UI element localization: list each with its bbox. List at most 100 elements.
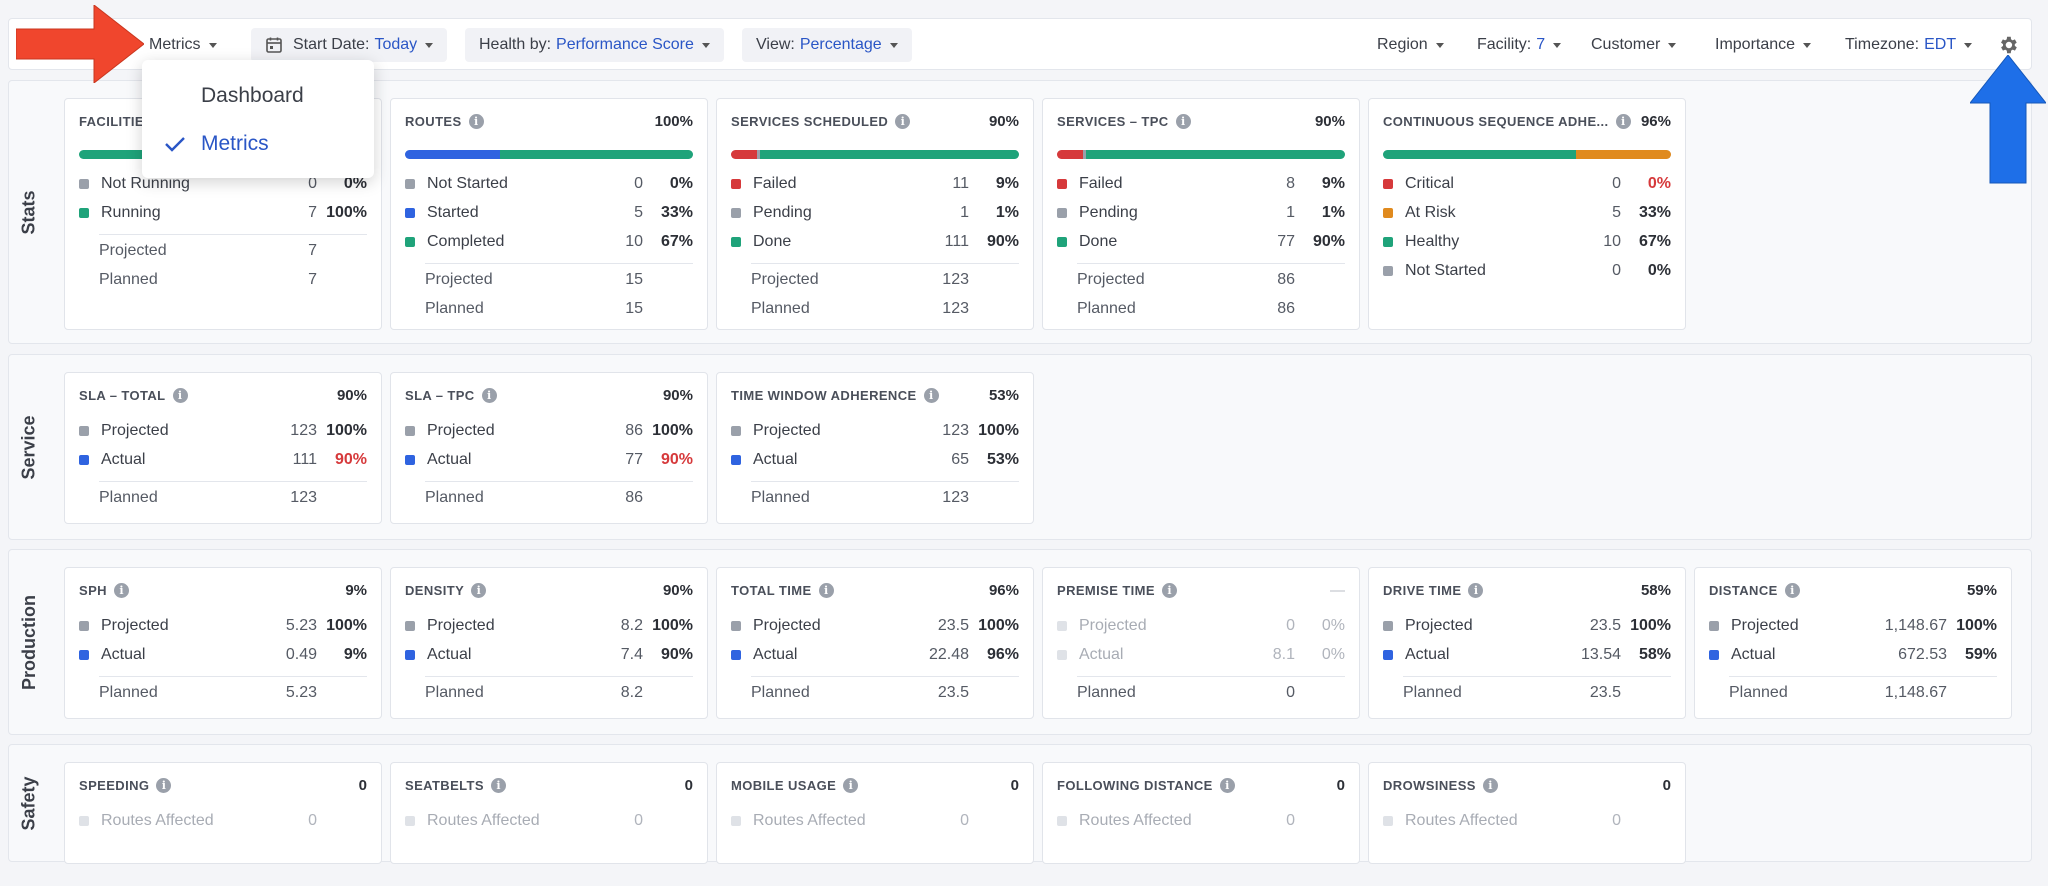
row-percent: 0% [1321,617,1345,634]
info-icon[interactable]: i [1482,777,1498,793]
section-production: Production SPH i 9% Projected 5.23 100% Actual… [8,549,2032,735]
gear-icon [2001,36,2017,54]
metric-card-mobile-usage: Mobile Usage i 0 Routes Affected 0 [716,762,1034,864]
view-mode-dropdown[interactable]: Metrics [149,28,217,62]
metric-row-actual: Actual 672.53 59% [1709,644,1997,666]
info-icon[interactable]: i [471,582,487,598]
row-percent: 100% [978,617,1019,634]
row-percent: 1% [1321,204,1345,221]
card-score: 0 [358,776,367,794]
info-icon[interactable]: i [156,777,172,793]
metric-card-seatbelts: Seatbelts i 0 Routes Affected 0 [390,762,708,864]
row-percent: 9% [343,646,367,663]
row-value: 123 [942,489,969,506]
card-title: Drowsiness [1383,777,1476,793]
row-label: Projected [1731,617,1799,634]
row-percent: 100% [326,204,367,221]
card-score: 96% [1640,112,1671,130]
info-icon[interactable]: i [1175,113,1191,129]
info-icon[interactable]: i [490,777,506,793]
progress-segment-red [731,150,757,159]
info-icon[interactable]: i [468,113,484,129]
status-progress-bar [405,150,693,159]
divider [425,481,693,482]
row-percent: 90% [334,451,367,468]
divider [99,481,367,482]
start-date-dropdown[interactable]: Start Date: Today [251,28,448,62]
row-percent: 1% [995,204,1019,221]
metric-card-distance: Distance i 59% Projected 1,148.67 100% Actual 6… [1694,567,2012,719]
legend-swatch [1383,650,1393,660]
row-label: Routes Affected [1079,812,1192,829]
menu-item-dashboard[interactable]: Dashboard [142,74,374,118]
row-label: Planned [751,684,810,701]
row-value: 123 [290,489,317,506]
info-icon[interactable]: i [113,582,129,598]
card-score: 0 [1336,776,1345,794]
section-label: Stats [18,189,39,235]
view-mode-label: Metrics [149,36,201,53]
metric-row-planned: Planned 8.2 [425,682,693,704]
metric-row-planned: Planned 5.23 [99,682,367,704]
row-label: Projected [1077,271,1145,288]
legend-swatch [79,426,89,436]
info-icon[interactable]: i [1615,113,1631,129]
metric-row-planned: Planned 23.5 [751,682,1019,704]
info-icon[interactable]: i [818,582,834,598]
card-title: Following Distance [1057,777,1213,793]
legend-swatch [1057,621,1067,631]
metric-row-projected: Projected 7 [99,240,367,262]
info-icon[interactable]: i [923,387,939,403]
info-icon[interactable]: i [895,113,911,129]
menu-item-label: Dashboard [201,84,304,107]
facility-dropdown[interactable]: Facility: 7 [1477,28,1562,62]
row-label: Projected [751,271,819,288]
settings-button[interactable] [1997,28,2019,62]
row-value: 0 [634,812,643,829]
info-icon[interactable]: i [1468,582,1484,598]
chevron-down-icon [425,42,434,48]
card-title: Mobile Usage [731,777,837,793]
row-label: Routes Affected [427,812,540,829]
view-label: View: [756,36,795,53]
row-percent: 100% [326,422,367,439]
importance-label: Importance [1715,36,1796,53]
customer-label: Customer [1591,36,1661,53]
info-icon[interactable]: i [1784,582,1800,598]
row-value: 0 [308,812,317,829]
info-icon[interactable]: i [1219,777,1235,793]
metric-row-actual: Actual 7.4 90% [405,644,693,666]
info-icon[interactable]: i [481,387,497,403]
divider [751,263,1019,264]
progress-segment-green [500,150,693,159]
menu-item-metrics[interactable]: Metrics [142,122,374,166]
metric-row-not-started: Not Started 0 0% [405,173,693,195]
info-icon[interactable]: i [172,387,188,403]
row-value: 86 [625,489,643,506]
divider [751,676,1019,677]
metric-row-running: Running 7 100% [79,202,367,224]
row-label: Failed [753,175,797,192]
metric-row-planned: Planned 123 [751,298,1019,320]
customer-dropdown[interactable]: Customer [1591,28,1677,62]
progress-segment-grey [1082,150,1086,159]
timezone-dropdown[interactable]: Timezone: EDT [1845,28,1973,62]
metric-row-routes-affected: Routes Affected 0 [1057,810,1345,832]
card-score: 90% [1314,112,1345,130]
health-by-dropdown[interactable]: Health by: Performance Score [465,28,724,62]
legend-swatch [405,455,415,465]
view-dropdown[interactable]: View: Percentage [742,28,912,62]
info-icon[interactable]: i [1161,582,1177,598]
start-date-value: Today [374,36,418,53]
metric-row-projected: Projected 123 [751,269,1019,291]
card-header: SLA – TPC i 90% [405,385,693,405]
status-progress-bar [1057,150,1345,159]
metric-row-projected: Projected 23.5 100% [1383,615,1671,637]
chevron-down-icon [1435,42,1444,48]
region-dropdown[interactable]: Region [1377,28,1444,62]
row-label: Actual [427,451,472,468]
metric-card-total-time: Total Time i 96% Projected 23.5 100% Actual 22.… [716,567,1034,719]
row-value: 86 [625,422,643,439]
importance-dropdown[interactable]: Importance [1715,28,1812,62]
info-icon[interactable]: i [843,777,859,793]
